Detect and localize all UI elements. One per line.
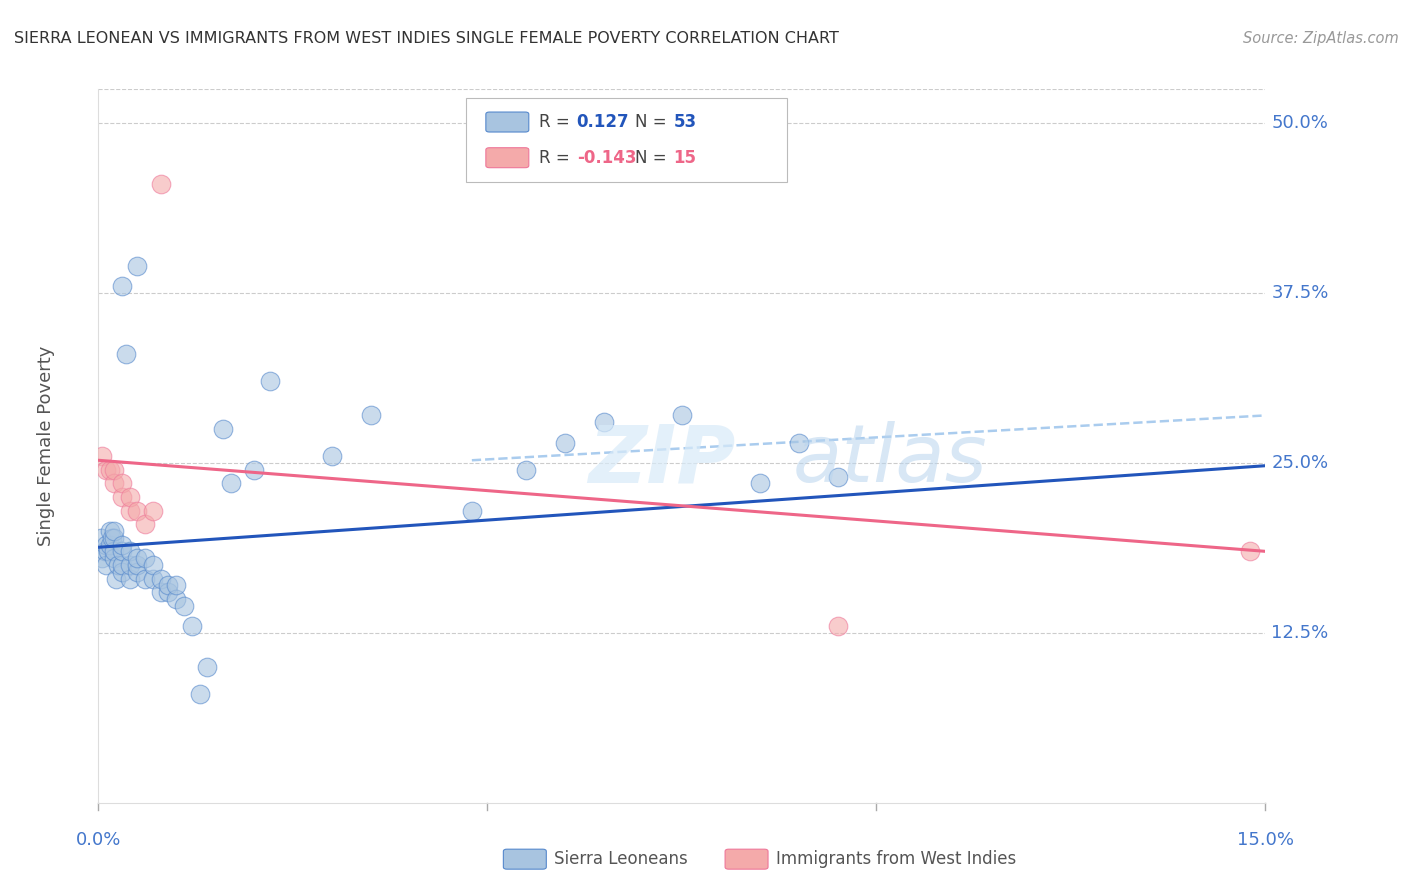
Text: Immigrants from West Indies: Immigrants from West Indies [776,850,1017,868]
Point [173,599,195,613]
Point [127,558,149,572]
Point [515,463,537,477]
Point [593,415,616,429]
FancyBboxPatch shape [486,112,529,132]
Text: N =: N = [636,149,672,167]
Point [149,572,172,586]
Point [142,558,165,572]
Point [98,537,121,551]
Point [219,476,242,491]
Text: -0.143: -0.143 [576,149,636,167]
Point [111,279,134,293]
Point [96,537,118,551]
Point [259,375,281,389]
Point [134,572,156,586]
Point [98,463,121,477]
Point [101,531,124,545]
Point [321,449,343,463]
Text: Sierra Leoneans: Sierra Leoneans [554,850,688,868]
Text: atlas: atlas [793,421,987,500]
Point [103,476,125,491]
Point [142,572,165,586]
Text: 50.0%: 50.0% [1271,114,1329,132]
Point [111,476,134,491]
Point [118,544,141,558]
Point [103,551,125,566]
Point [114,347,136,361]
Point [671,409,693,423]
FancyBboxPatch shape [465,98,787,182]
Text: 15: 15 [673,149,696,167]
Point [461,503,484,517]
Point [142,503,165,517]
Point [243,463,266,477]
Point [104,572,127,586]
Text: 12.5%: 12.5% [1271,624,1329,642]
Point [127,551,149,566]
Point [93,544,115,558]
Point [360,409,382,423]
Point [91,449,114,463]
Point [827,469,849,483]
Point [91,551,114,566]
Point [111,490,134,504]
Point [180,619,202,633]
Point [111,544,134,558]
FancyBboxPatch shape [725,849,768,869]
Point [157,585,180,599]
Point [111,558,134,572]
Text: 0.0%: 0.0% [76,831,121,849]
Point [118,558,141,572]
Point [165,591,187,606]
Point [212,422,235,436]
Point [188,687,211,701]
Point [103,463,125,477]
Text: 37.5%: 37.5% [1271,284,1329,302]
Point [748,476,770,491]
Text: 25.0%: 25.0% [1271,454,1329,472]
Point [96,558,118,572]
Text: Single Female Poverty: Single Female Poverty [37,346,55,546]
Text: 0.127: 0.127 [576,113,630,131]
Point [157,578,180,592]
Text: 53: 53 [673,113,696,131]
Point [127,503,149,517]
Point [134,551,156,566]
Text: N =: N = [636,113,672,131]
Point [165,578,187,592]
FancyBboxPatch shape [486,148,529,168]
Text: SIERRA LEONEAN VS IMMIGRANTS FROM WEST INDIES SINGLE FEMALE POVERTY CORRELATION : SIERRA LEONEAN VS IMMIGRANTS FROM WEST I… [14,31,839,46]
Point [118,503,141,517]
Point [103,524,125,538]
Point [107,558,129,572]
Text: ZIP: ZIP [589,421,735,500]
Text: 15.0%: 15.0% [1237,831,1294,849]
Point [149,585,172,599]
Point [127,565,149,579]
Point [90,531,112,545]
Point [96,463,118,477]
Point [103,531,125,545]
Text: R =: R = [540,149,575,167]
Point [111,537,134,551]
Point [111,565,134,579]
Point [127,259,149,273]
Point [195,660,218,674]
Point [787,435,810,450]
Point [1239,544,1261,558]
FancyBboxPatch shape [503,849,547,869]
Point [134,517,156,532]
Point [97,544,120,558]
Text: Source: ZipAtlas.com: Source: ZipAtlas.com [1243,31,1399,46]
Text: R =: R = [540,113,575,131]
Point [827,619,849,633]
Point [149,178,172,192]
Point [103,544,125,558]
Point [98,524,121,538]
Point [118,490,141,504]
Point [118,572,141,586]
Point [554,435,576,450]
